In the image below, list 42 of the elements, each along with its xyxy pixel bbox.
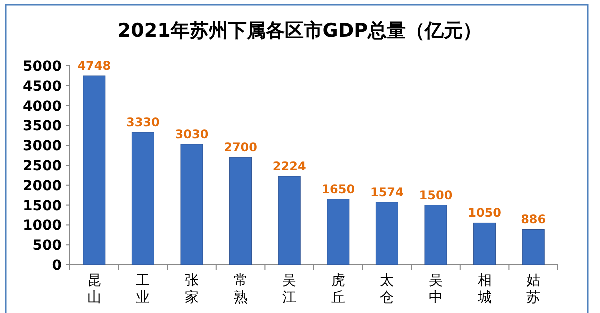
y-tick-label: 4500 <box>23 78 62 95</box>
data-label: 1650 <box>322 182 356 196</box>
y-tick-label: 3500 <box>23 118 62 135</box>
y-tick-label: 3000 <box>23 138 62 155</box>
bar <box>522 229 545 266</box>
data-label: 2224 <box>272 159 306 174</box>
y-tick-label: 5000 <box>23 59 62 75</box>
bar <box>230 157 252 266</box>
y-tick-label: 2000 <box>23 178 62 194</box>
y-tick-label: 500 <box>32 238 62 254</box>
x-tick-label: 工业 <box>136 273 150 306</box>
x-tick-label: 吴江 <box>282 273 297 306</box>
bar <box>376 202 398 266</box>
x-tick-label: 常熟 <box>234 273 248 306</box>
data-label: 1500 <box>419 188 453 202</box>
bar <box>327 199 350 266</box>
bar <box>132 132 154 266</box>
data-label: 4748 <box>78 59 112 74</box>
x-tick-label: 昆山 <box>87 273 102 306</box>
x-tick-label: 吴中 <box>429 273 443 306</box>
data-label: 2700 <box>224 140 258 155</box>
bar <box>424 205 448 266</box>
y-tick-label: 2500 <box>23 158 62 174</box>
y-tick-label: 1000 <box>23 218 62 234</box>
x-tick-label: 姑苏 <box>526 273 541 306</box>
bar <box>278 176 301 266</box>
y-tick-label: 1500 <box>23 198 62 214</box>
chart-title: 2021年苏州下属各区市GDP总量（亿元） <box>118 20 482 42</box>
data-label: 3030 <box>175 127 209 142</box>
x-tick-label: 太仓 <box>380 273 394 306</box>
y-tick-label: 4000 <box>23 98 62 115</box>
x-tick-label: 张家 <box>185 273 199 306</box>
x-tick-label: 相城 <box>476 273 492 306</box>
data-label: 1050 <box>468 206 502 220</box>
data-label: 886 <box>521 212 546 227</box>
bar <box>83 76 106 266</box>
data-label: 3330 <box>126 115 160 130</box>
bar <box>180 144 204 266</box>
y-tick-label: 0 <box>52 258 62 274</box>
x-tick-label: 虎丘 <box>331 273 346 306</box>
bar <box>474 222 496 266</box>
data-label: 1574 <box>370 185 404 200</box>
